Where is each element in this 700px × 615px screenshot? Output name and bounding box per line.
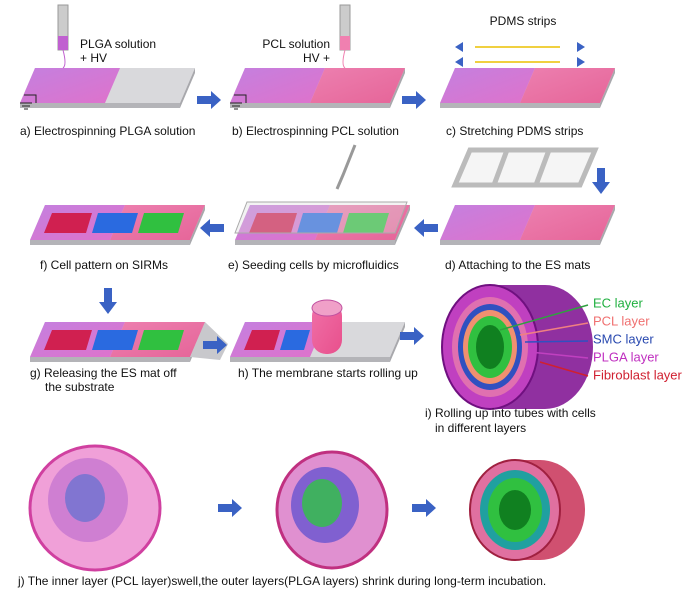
jet [62,49,66,69]
arrow [200,219,224,237]
panel-e [234,201,410,245]
layer-label: SMC layer [593,331,654,346]
ground [230,94,247,110]
ground [20,94,37,110]
caption: f) Cell pattern on SIRMs [40,258,168,272]
caption: in different layers [435,421,526,435]
panel-b [230,68,405,108]
arrow [197,91,221,109]
tube-i [441,284,593,410]
caption: g) Releasing the ES mat off [30,366,177,380]
jet [342,49,346,69]
panel-c [440,68,615,108]
arrow [99,288,117,314]
annotation: HV + [303,51,330,65]
caption: c) Stretching PDMS strips [446,124,583,138]
panel-h [230,299,405,362]
panel-a [20,68,195,108]
tube-j1 [28,444,162,572]
tube-j2 [275,450,389,570]
annotation: PLGA solution [80,37,156,51]
caption: e) Seeding cells by microfluidics [228,258,399,272]
arrow [218,499,242,517]
layer-label: PLGA layer [593,349,659,364]
pdms-frame [451,147,599,188]
panel-f [30,205,205,245]
caption: i) Rolling up into tubes with cells [425,406,596,420]
layer-pointers [499,304,589,377]
arrow [592,168,610,194]
caption: the substrate [45,380,115,394]
tube-j3 [469,459,585,561]
annotation: PCL solution [262,37,330,51]
panel-g [30,322,228,362]
layer-label: PCL layer [593,313,650,328]
pipette [335,144,357,190]
layer-label: Fibroblast layer [593,367,683,382]
solution [58,36,68,50]
caption: j) The inner layer (PCL layer)swell,the … [17,574,546,588]
caption: a) Electrospinning PLGA solution [20,124,195,138]
caption: h) The membrane starts rolling up [238,366,418,380]
panel-d [440,205,615,245]
caption: b) Electrospinning PCL solution [232,124,399,138]
arrow [412,499,436,517]
caption: d) Attaching to the ES mats [445,258,590,272]
stretch-arrows [455,42,585,67]
layer-label: EC layer [593,295,644,310]
arrow [414,219,438,237]
arrow [402,91,426,109]
solution [340,36,350,50]
annotation: PDMS strips [490,14,557,28]
annotation: + HV [80,51,107,65]
